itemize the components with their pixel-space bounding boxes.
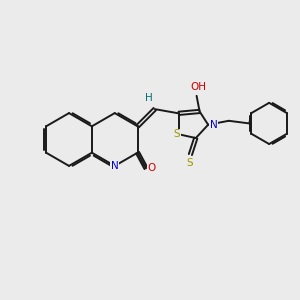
Text: N: N [210, 120, 218, 130]
Text: OH: OH [190, 82, 206, 92]
Text: N: N [111, 161, 118, 171]
Text: S: S [174, 129, 181, 139]
Text: H: H [146, 93, 153, 103]
Text: S: S [187, 158, 193, 168]
Text: O: O [148, 163, 156, 173]
